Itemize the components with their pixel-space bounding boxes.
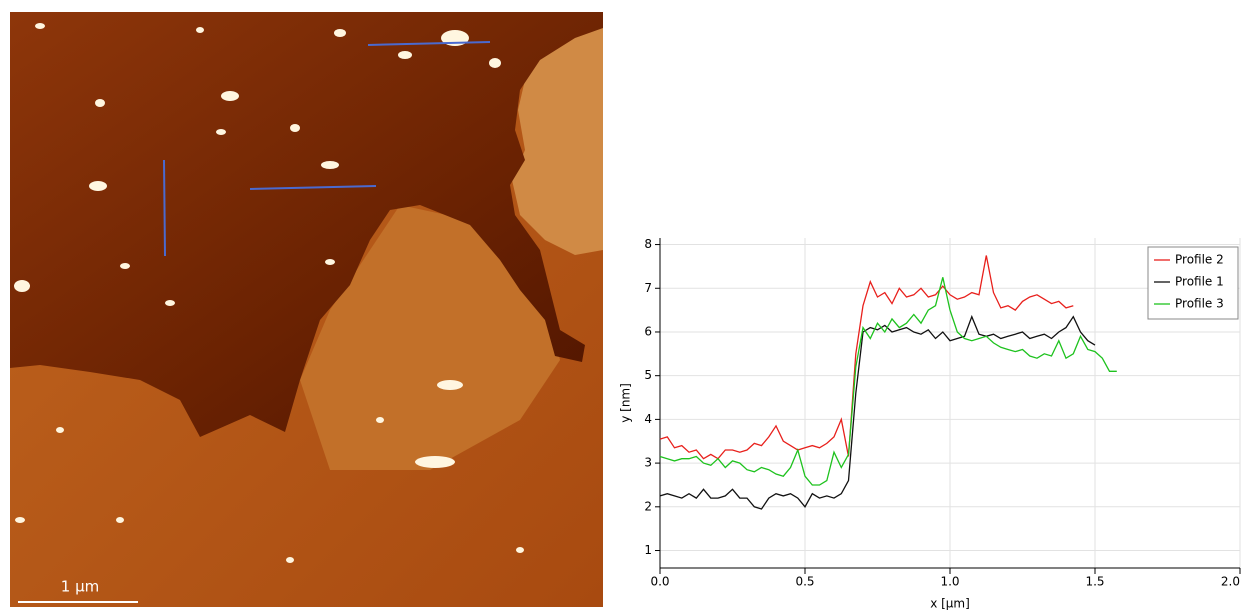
dark-region [10, 12, 603, 437]
afm-image: 1 µm [10, 12, 603, 607]
terrace [300, 205, 560, 470]
y-tick-label: 2 [644, 499, 652, 513]
specks [14, 23, 524, 563]
x-axis-label: x [µm] [930, 597, 970, 611]
y-tick-label: 1 [644, 543, 652, 557]
x-tick-label: 1.5 [1085, 575, 1104, 589]
profile-lines [163, 41, 491, 257]
x-tick-label: 1.0 [940, 575, 959, 589]
legend-box [1147, 246, 1239, 320]
legend-label: Profile 1 [1175, 275, 1224, 289]
y-axis-label: y [nm] [619, 383, 633, 423]
y-tick-label: 4 [644, 412, 652, 426]
series-line [659, 277, 1117, 486]
legend-label: Profile 2 [1175, 253, 1224, 267]
legend-label: Profile 3 [1175, 297, 1224, 311]
y-tick-label: 3 [644, 456, 652, 470]
x-tick-label: 0.0 [650, 575, 669, 589]
x-tick-label: 2.0 [1221, 575, 1240, 589]
series-line [659, 255, 1074, 460]
profile-chart: 1 2 3 4 5 6 7 8 0.0 0.5 1.0 1.5 2.0 x [µm] y [nm] Profi… [619, 237, 1241, 611]
y-tick-label: 8 [644, 237, 652, 251]
terrace [512, 28, 603, 255]
y-tick-label: 5 [644, 368, 652, 382]
legend: Profile 2 Profile 1 Profile 3 [1147, 246, 1239, 320]
y-tick-label: 6 [644, 324, 652, 338]
scale-bar-label: 1 µm [61, 578, 99, 596]
x-tick-label: 0.5 [795, 575, 814, 589]
series-line [659, 314, 1096, 510]
y-tick-label: 7 [644, 281, 652, 295]
